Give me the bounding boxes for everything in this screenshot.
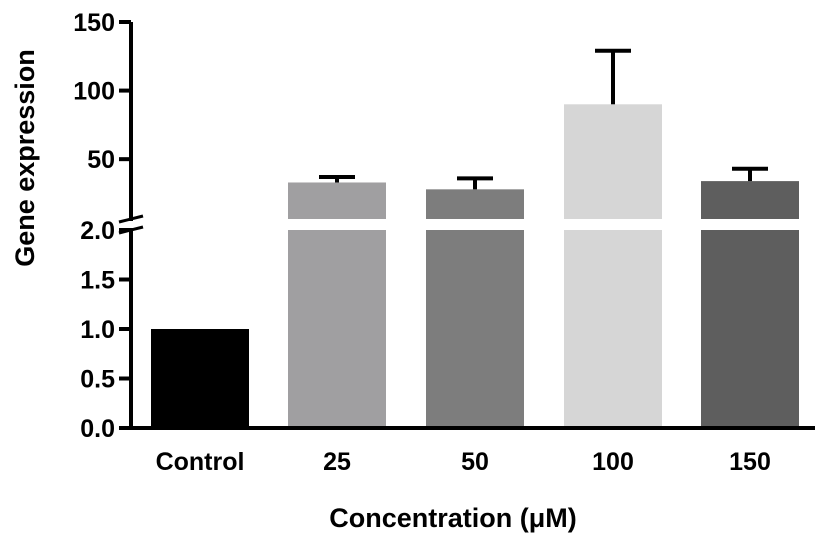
bars-group xyxy=(151,104,799,428)
y-tick-label-50: 50 xyxy=(87,146,115,174)
y-tick-label-0.5: 0.5 xyxy=(80,366,115,394)
x-tick-label-25: 25 xyxy=(323,448,351,476)
bar-150-lower xyxy=(701,230,799,428)
x-tick-label-Control: Control xyxy=(156,448,245,476)
bar-25-upper xyxy=(288,182,386,219)
y-tick-label-150: 150 xyxy=(73,9,115,37)
y-tick-label-100: 100 xyxy=(73,78,115,106)
y-axis-title: Gene expression xyxy=(10,49,40,267)
x-axis-title: Concentration (μM) xyxy=(329,503,577,533)
axis-break-mark-top xyxy=(118,214,144,224)
y-tick-label-1.5: 1.5 xyxy=(80,267,115,295)
bar-150-upper xyxy=(701,181,799,219)
x-tick-label-150: 150 xyxy=(729,448,771,476)
bar-50-lower xyxy=(426,230,524,428)
bar-Control xyxy=(151,329,249,428)
bar-100-upper xyxy=(564,104,662,219)
y-tick-label-0.0: 0.0 xyxy=(80,415,115,443)
bar-100-lower xyxy=(564,230,662,428)
x-tick-label-50: 50 xyxy=(461,448,489,476)
y-tick-label-1.0: 1.0 xyxy=(80,316,115,344)
y-tick-label-2.0: 2.0 xyxy=(80,217,115,245)
error-bars-group xyxy=(319,48,768,190)
bar-50-upper xyxy=(426,189,524,219)
x-tick-label-100: 100 xyxy=(592,448,634,476)
ticks-group: 0.0 0.5 1.0 1.5 2.0 50 100 150 Control 25 50 100 150 xyxy=(73,9,771,476)
bar-25-lower xyxy=(288,230,386,428)
